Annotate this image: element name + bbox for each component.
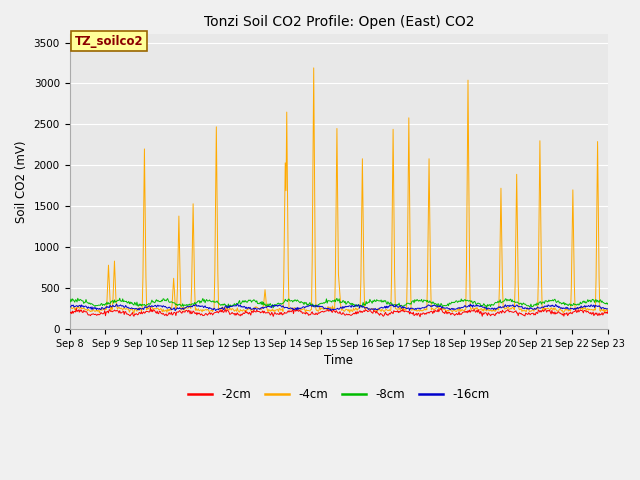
Legend: -2cm, -4cm, -8cm, -16cm: -2cm, -4cm, -8cm, -16cm	[184, 383, 494, 406]
Text: TZ_soilco2: TZ_soilco2	[75, 35, 143, 48]
X-axis label: Time: Time	[324, 354, 353, 367]
Title: Tonzi Soil CO2 Profile: Open (East) CO2: Tonzi Soil CO2 Profile: Open (East) CO2	[204, 15, 474, 29]
Y-axis label: Soil CO2 (mV): Soil CO2 (mV)	[15, 141, 28, 223]
